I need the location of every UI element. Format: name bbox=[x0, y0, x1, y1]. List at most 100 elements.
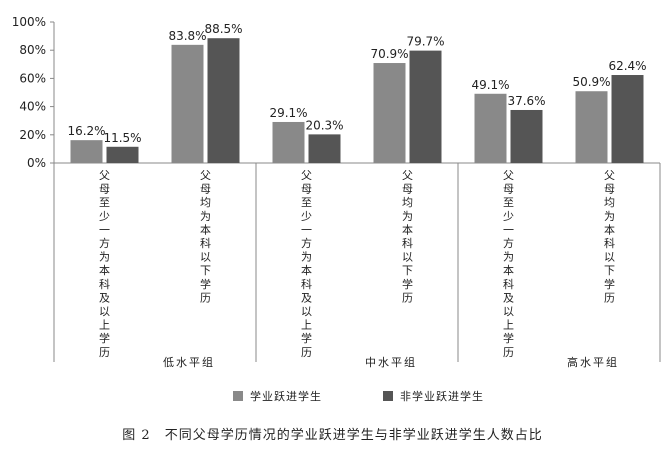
category-label-char: 为 bbox=[99, 251, 110, 264]
category-label-char: 历 bbox=[604, 291, 615, 304]
data-label: 79.7% bbox=[406, 35, 444, 49]
category-label-char: 为 bbox=[503, 251, 514, 264]
category-label-char: 父 bbox=[604, 169, 615, 182]
category-label-char: 下 bbox=[604, 264, 615, 277]
category-label-char: 母 bbox=[99, 183, 110, 196]
category-label-char: 父 bbox=[402, 169, 413, 182]
category-label-char: 母 bbox=[503, 183, 514, 196]
category-label-char: 为 bbox=[604, 210, 615, 223]
category-label-char: 母 bbox=[604, 183, 615, 196]
category-label-char: 本 bbox=[604, 222, 615, 236]
legend-label: 学业跃进学生 bbox=[250, 389, 322, 403]
bar bbox=[70, 140, 103, 163]
bar-chart: 0%20%40%60%80%100%16.2%11.5%父母至少一方为本科及以上… bbox=[12, 15, 661, 403]
data-label: 16.2% bbox=[67, 124, 105, 138]
category-label-char: 以 bbox=[503, 305, 514, 318]
category-label-char: 学 bbox=[200, 277, 211, 291]
category-label-char: 历 bbox=[503, 346, 514, 359]
category-label-char: 一 bbox=[99, 223, 110, 236]
bar bbox=[575, 91, 608, 163]
category-label-char: 以 bbox=[402, 251, 413, 264]
bar bbox=[409, 50, 442, 163]
category-label-char: 少 bbox=[301, 210, 312, 223]
category-label-char: 本 bbox=[301, 263, 312, 277]
data-label: 29.1% bbox=[269, 106, 307, 120]
category-label-char: 均 bbox=[604, 196, 615, 209]
category-label-char: 上 bbox=[503, 319, 514, 332]
category-label-char: 科 bbox=[200, 236, 211, 250]
group-label: 中水平组 bbox=[365, 355, 417, 369]
category-label-char: 母 bbox=[402, 183, 413, 196]
bar bbox=[373, 63, 406, 163]
category-label-char: 以 bbox=[200, 251, 211, 264]
category-label-char: 为 bbox=[200, 210, 211, 223]
category-label-char: 学 bbox=[99, 331, 110, 345]
category-label-char: 及 bbox=[99, 291, 110, 304]
legend-swatch bbox=[233, 391, 243, 401]
category-label-char: 历 bbox=[99, 346, 110, 359]
category-label-char: 父 bbox=[99, 169, 110, 182]
y-tick-label: 100% bbox=[12, 15, 46, 29]
category-label-char: 科 bbox=[301, 277, 312, 291]
category-label-char: 至 bbox=[99, 196, 110, 209]
category-label-char: 方 bbox=[301, 236, 312, 250]
data-label: 50.9% bbox=[572, 75, 610, 89]
bar bbox=[106, 146, 139, 163]
y-tick-label: 20% bbox=[19, 128, 46, 142]
bar bbox=[510, 109, 543, 163]
category-label-char: 下 bbox=[402, 264, 413, 277]
category-label-char: 以 bbox=[301, 305, 312, 318]
category-label-char: 方 bbox=[99, 236, 110, 250]
category-label-char: 科 bbox=[503, 277, 514, 291]
category-label-char: 父 bbox=[301, 169, 312, 182]
group-label: 高水平组 bbox=[567, 355, 619, 369]
category-label-char: 少 bbox=[503, 210, 514, 223]
legend-swatch bbox=[383, 391, 393, 401]
data-label: 49.1% bbox=[471, 78, 509, 92]
y-tick-label: 60% bbox=[19, 71, 46, 85]
category-label-char: 历 bbox=[200, 291, 211, 304]
bar bbox=[611, 75, 644, 163]
category-label-char: 学 bbox=[604, 277, 615, 291]
data-label: 88.5% bbox=[204, 22, 242, 36]
category-label-char: 至 bbox=[301, 196, 312, 209]
category-label-char: 至 bbox=[503, 196, 514, 209]
category-label-char: 科 bbox=[99, 277, 110, 291]
data-label: 83.8% bbox=[168, 29, 206, 43]
category-label-char: 本 bbox=[402, 222, 413, 236]
category-label-char: 父 bbox=[200, 169, 211, 182]
bar bbox=[207, 38, 240, 164]
category-label-char: 下 bbox=[200, 264, 211, 277]
category-label-char: 上 bbox=[99, 319, 110, 332]
category-label-char: 学 bbox=[301, 331, 312, 345]
category-label-char: 一 bbox=[503, 223, 514, 236]
category-label-char: 学 bbox=[402, 277, 413, 291]
category-label-char: 本 bbox=[503, 263, 514, 277]
figure-caption: 图 2 不同父母学历情况的学业跃进学生与非学业跃进学生人数占比 bbox=[122, 428, 543, 443]
data-label: 11.5% bbox=[103, 131, 141, 145]
category-label-char: 均 bbox=[402, 196, 413, 209]
category-label-char: 为 bbox=[402, 210, 413, 223]
category-label-char: 科 bbox=[402, 236, 413, 250]
category-label-char: 科 bbox=[604, 236, 615, 250]
category-label-char: 上 bbox=[301, 319, 312, 332]
y-tick-label: 80% bbox=[19, 43, 46, 57]
category-label-char: 均 bbox=[200, 196, 211, 209]
category-label-char: 为 bbox=[301, 251, 312, 264]
y-tick-label: 40% bbox=[19, 100, 46, 114]
group-label: 低水平组 bbox=[163, 355, 215, 369]
category-label-char: 方 bbox=[503, 236, 514, 250]
category-label-char: 以 bbox=[99, 305, 110, 318]
category-label-char: 学 bbox=[503, 331, 514, 345]
category-label-char: 本 bbox=[99, 263, 110, 277]
category-label-char: 本 bbox=[200, 222, 211, 236]
category-label-char: 历 bbox=[301, 346, 312, 359]
category-label-char: 母 bbox=[200, 183, 211, 196]
bar bbox=[171, 44, 204, 164]
category-label-char: 及 bbox=[301, 291, 312, 304]
category-label-char: 父 bbox=[503, 169, 514, 182]
data-label: 37.6% bbox=[507, 94, 545, 108]
bar bbox=[308, 134, 341, 163]
category-label-char: 一 bbox=[301, 223, 312, 236]
bar bbox=[474, 93, 507, 163]
